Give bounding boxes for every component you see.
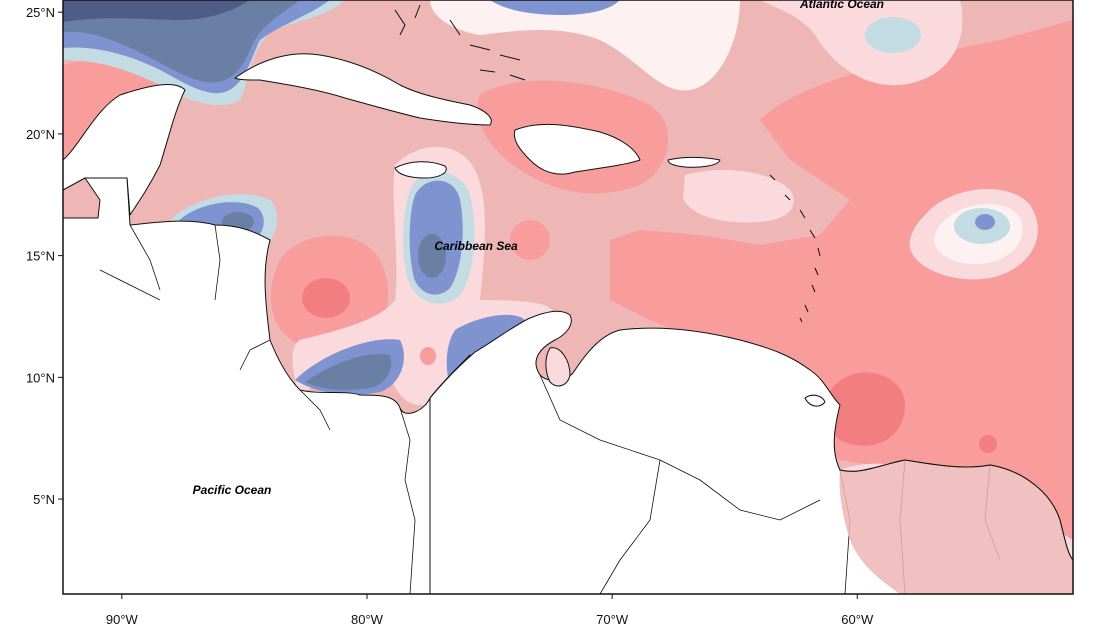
- label-pacific-ocean: Pacific Ocean: [193, 483, 272, 497]
- field-northwest-blue-dark: [63, 0, 300, 83]
- y-tick-label: 20°N: [26, 127, 55, 142]
- field-northwest-blue-deep: [63, 0, 250, 22]
- field-north-white-2: [760, 0, 963, 86]
- map-frame: [62, 0, 1074, 595]
- field-north-white: [430, 0, 740, 91]
- land-mexico-yucatan: [63, 84, 186, 216]
- y-tick-label: 25°N: [26, 5, 55, 20]
- land-bahamas: [394, 4, 526, 81]
- x-tick-label: 90°W: [106, 612, 139, 627]
- land-cuba: [234, 53, 492, 126]
- longitude-axis: 90°W 80°W 70°W 60°W: [106, 594, 874, 627]
- field-red-spot-east: [979, 435, 997, 453]
- land-guyanas-coast: [839, 459, 1073, 561]
- field-west-red-strong: [302, 278, 350, 318]
- label-atlantic-ocean: Atlantic Ocean: [799, 0, 884, 11]
- field-atlantic-blue-light: [865, 17, 921, 53]
- field-north-blue: [490, 0, 620, 15]
- y-tick-label: 5°N: [33, 492, 55, 507]
- land-trinidad: [804, 394, 826, 407]
- x-tick-label: 70°W: [596, 612, 629, 627]
- field-east-red: [610, 20, 1073, 580]
- land-guyanas-tint: [839, 460, 1073, 594]
- field-central-red-spot: [420, 347, 436, 365]
- field-panama-blue-dark: [305, 354, 392, 390]
- land-lake-maracaibo: [545, 347, 571, 387]
- field-mid-red-spot: [510, 220, 550, 260]
- x-tick-label: 60°W: [841, 612, 874, 627]
- y-tick-label: 10°N: [26, 370, 55, 385]
- map-plot-area: Atlantic Ocean Caribbean Sea Pacific Oce…: [63, 0, 1073, 594]
- x-tick-label: 80°W: [351, 612, 384, 627]
- field-east-blue: [975, 214, 995, 230]
- field-east-red-strong: [824, 372, 905, 446]
- field-central-blue-dark: [418, 234, 446, 278]
- land-jamaica: [394, 161, 447, 179]
- land-puerto-rico: [667, 156, 721, 168]
- latitude-axis: 25°N 20°N 15°N 10°N 5°N: [26, 5, 63, 507]
- field-antilles-white: [683, 170, 794, 223]
- land-hispaniola: [513, 123, 641, 175]
- land-lesser-antilles: [769, 174, 821, 323]
- y-tick-label: 15°N: [26, 249, 55, 264]
- label-caribbean-sea: Caribbean Sea: [434, 239, 518, 253]
- land-central-america: [63, 177, 471, 594]
